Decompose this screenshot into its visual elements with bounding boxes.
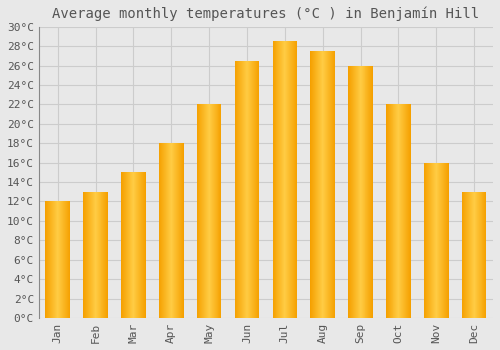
Title: Average monthly temperatures (°C ) in Benjamín Hill: Average monthly temperatures (°C ) in Be… [52, 7, 480, 21]
